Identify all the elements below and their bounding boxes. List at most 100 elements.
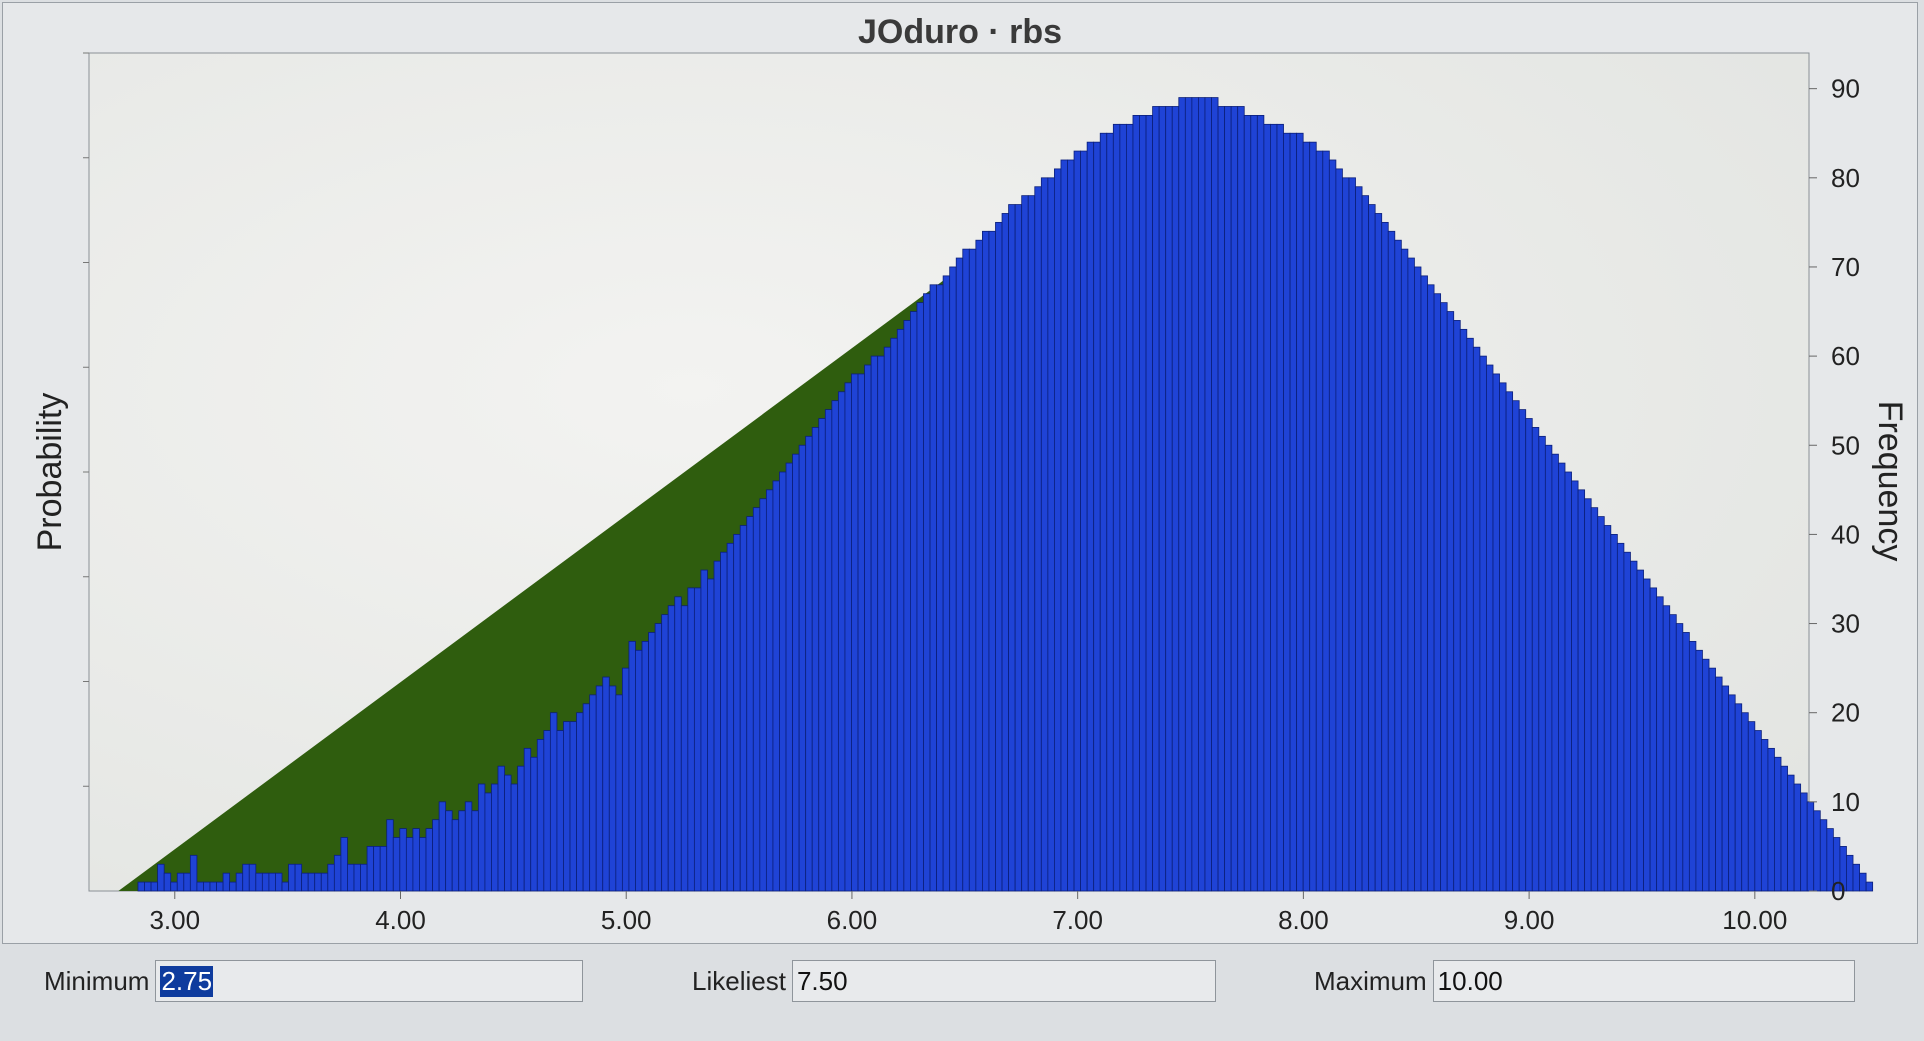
histogram-bar <box>811 427 820 892</box>
maximum-input[interactable]: 10.00 <box>1432 960 1855 1002</box>
histogram-bar <box>1728 694 1736 892</box>
histogram-bar <box>1165 106 1173 892</box>
likeliest-input[interactable]: 7.50 <box>791 960 1216 1002</box>
histogram-bar <box>379 846 388 892</box>
histogram-bar <box>1865 881 1874 892</box>
histogram-bar <box>1806 801 1815 892</box>
histogram-bar <box>333 854 342 892</box>
histogram-bar <box>1571 480 1579 892</box>
histogram-bar <box>477 783 486 892</box>
histogram-bar <box>982 230 990 892</box>
histogram-bar <box>844 382 852 892</box>
histogram-bar <box>1021 195 1029 892</box>
histogram-bar <box>432 819 440 892</box>
histogram-bar <box>183 872 191 892</box>
histogram-bar <box>1656 596 1664 892</box>
histogram-bar <box>1486 364 1494 892</box>
histogram-bar <box>320 872 329 892</box>
histogram-bar <box>327 863 335 892</box>
histogram-bar <box>1623 551 1631 892</box>
minimum-value: 2.75 <box>160 965 214 997</box>
histogram-bar <box>464 801 473 892</box>
histogram-bar <box>1152 106 1160 892</box>
histogram-bar <box>1296 132 1304 892</box>
histogram-bar <box>1518 409 1527 892</box>
histogram-bar <box>1459 328 1468 892</box>
y-tick-label: 70 <box>1831 252 1860 282</box>
histogram-bar <box>1846 854 1854 892</box>
histogram-bar <box>556 730 564 892</box>
histogram-bar <box>1191 97 1199 892</box>
histogram-bar <box>667 605 676 892</box>
histogram-bar <box>1577 489 1586 892</box>
histogram-bar <box>1616 542 1625 892</box>
histogram-bar <box>1551 453 1559 892</box>
histogram-bar <box>1250 115 1258 892</box>
histogram-bar <box>353 863 361 892</box>
histogram-bar <box>1505 391 1514 892</box>
histogram-bar <box>779 471 787 892</box>
histogram-bar <box>1047 177 1055 892</box>
histogram-bar <box>1800 792 1808 892</box>
likeliest-value: 7.50 <box>796 965 848 996</box>
histogram-bar <box>1328 159 1337 892</box>
histogram-bar <box>543 730 551 892</box>
histogram-bar <box>883 346 892 892</box>
histogram-bar <box>458 810 466 892</box>
histogram-bar <box>674 596 682 892</box>
histogram-bar <box>1361 195 1370 892</box>
y-tick-label: 50 <box>1831 430 1860 460</box>
histogram-bar <box>1067 159 1075 892</box>
left-axis-ticks <box>83 52 89 787</box>
histogram-bar <box>1440 302 1448 892</box>
histogram-bar <box>910 311 918 892</box>
y-tick-label: 30 <box>1831 609 1860 639</box>
histogram-bar <box>1080 150 1088 892</box>
histogram-bar <box>1852 863 1860 892</box>
y-tick-label: 90 <box>1831 74 1860 104</box>
histogram-bar <box>1276 123 1284 892</box>
histogram-bar <box>1695 649 1703 892</box>
histogram-bar <box>314 872 322 892</box>
histogram-bar <box>1427 284 1435 892</box>
histogram-bar <box>1374 213 1383 892</box>
minimum-input[interactable]: 2.75 <box>155 960 584 1002</box>
histogram-bar <box>693 587 702 892</box>
histogram-bar <box>189 854 198 892</box>
likeliest-label: Likeliest <box>692 965 786 996</box>
histogram-bar <box>851 373 859 892</box>
y-axis-right: 0 10 20 30 40 50 60 70 80 90 <box>1809 74 1860 906</box>
histogram-bar <box>1649 587 1658 892</box>
histogram-bar <box>1211 97 1219 892</box>
histogram-bar <box>1237 106 1245 892</box>
histogram-bar <box>569 721 577 892</box>
histogram-bar <box>615 694 623 892</box>
histogram-bar <box>248 863 257 892</box>
histogram-bar <box>1531 427 1540 892</box>
histogram-bar <box>1283 132 1291 892</box>
histogram-bar <box>1741 712 1749 892</box>
x-tick-label: 4.00 <box>375 905 426 935</box>
maximum-group: Maximum 10.00 <box>1314 958 1855 1004</box>
histogram-bar <box>196 881 204 892</box>
histogram-bar <box>1198 97 1206 892</box>
chart-frame: 3.00 4.00 5.00 6.00 7.00 8.00 9.00 10.00 0 10 20 3… <box>2 2 1918 944</box>
histogram-bar <box>923 293 931 892</box>
histogram-bar <box>1603 525 1612 892</box>
histogram-bar <box>1158 106 1167 892</box>
minimum-label: Minimum <box>44 965 150 996</box>
chart-title: JOduro · rbs <box>858 13 1062 51</box>
histogram-bar <box>628 640 636 892</box>
histogram-bar <box>929 284 937 892</box>
histogram-bar <box>1446 311 1455 892</box>
histogram-bar <box>1001 213 1009 892</box>
histogram-bar <box>484 792 492 892</box>
histogram-bar <box>471 810 479 892</box>
histogram-bar <box>510 783 519 892</box>
histogram-bar <box>1708 667 1716 892</box>
histogram-bar <box>222 872 231 892</box>
histogram-bar <box>739 525 748 892</box>
histogram-bar <box>1636 569 1644 892</box>
histogram-bar <box>1544 444 1553 892</box>
histogram-bar <box>746 516 754 892</box>
